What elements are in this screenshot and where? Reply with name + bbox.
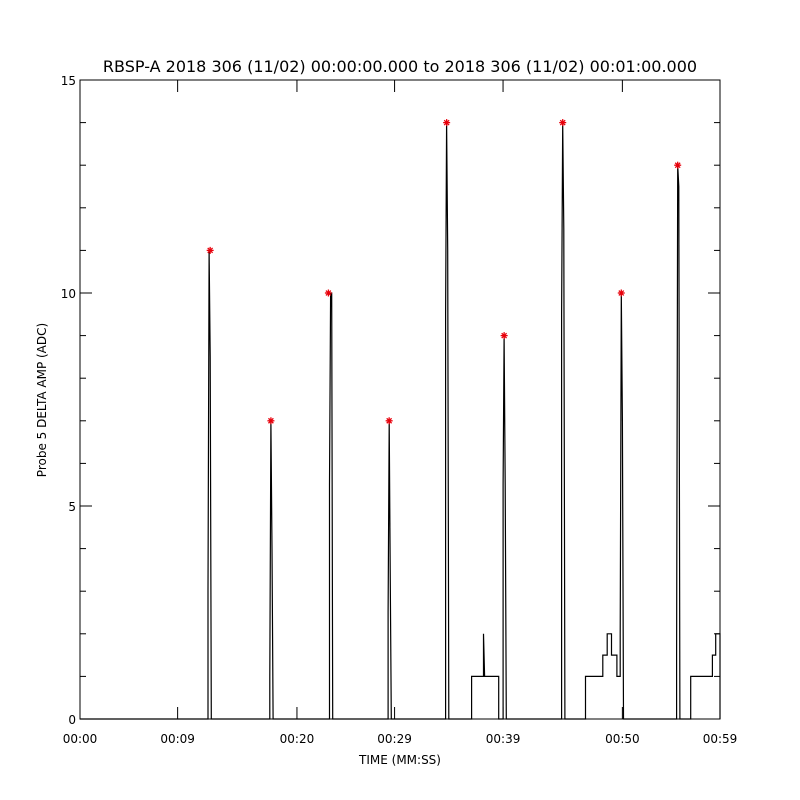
peak-marker xyxy=(385,417,393,425)
x-axis-label: TIME (MM:SS) xyxy=(358,753,441,767)
x-tick-label: 00:09 xyxy=(160,732,195,746)
peak-marker xyxy=(559,119,567,127)
series-line xyxy=(80,122,721,720)
peak-marker xyxy=(500,332,508,340)
x-tick-label: 00:39 xyxy=(486,732,521,746)
x-tick-label: 00:20 xyxy=(280,732,315,746)
x-tick-label: 00:50 xyxy=(605,732,640,746)
y-tick-label: 10 xyxy=(61,287,76,301)
y-tick-label: 5 xyxy=(68,500,76,514)
peak-marker xyxy=(443,119,451,127)
y-tick-label: 0 xyxy=(68,713,76,727)
chart-title: RBSP-A 2018 306 (11/02) 00:00:00.000 to … xyxy=(103,57,697,76)
peak-marker xyxy=(206,246,214,254)
peak-marker xyxy=(617,289,625,297)
x-tick-label: 00:29 xyxy=(377,732,412,746)
y-axis-label: Probe 5 DELTA AMP (ADC) xyxy=(35,323,49,477)
peak-marker xyxy=(324,289,332,297)
peak-marker xyxy=(267,417,275,425)
y-tick-label: 15 xyxy=(61,74,76,88)
tick-labels: 00:00 00:09 00:20 00:29 00:39 00:50 00:59 0 5 10 1… xyxy=(61,74,738,746)
x-tick-label: 00:00 xyxy=(63,732,98,746)
x-tick-label: 00:59 xyxy=(703,732,738,746)
peak-markers xyxy=(206,119,682,425)
peak-marker xyxy=(674,161,682,169)
